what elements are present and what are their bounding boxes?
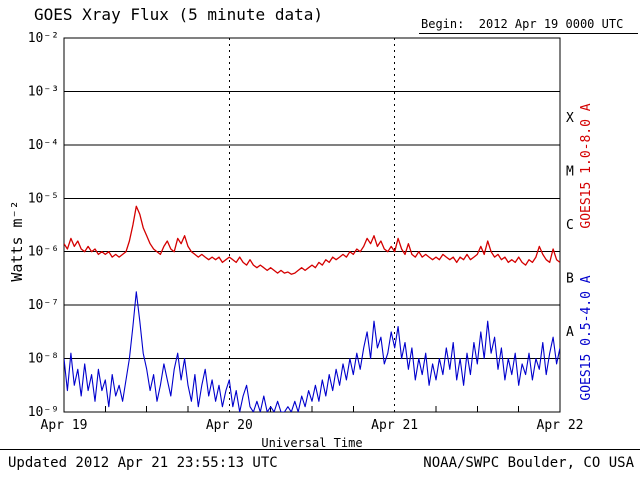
- updated-timestamp: Updated 2012 Apr 21 23:55:13 UTC: [8, 455, 278, 471]
- begin-timestamp: Begin: 2012 Apr 19 0000 UTC: [421, 17, 624, 31]
- plot-frame: [63, 37, 561, 413]
- series-label-short-wavelength: GOES15 0.5-4.0 A: [579, 275, 594, 401]
- flare-class-label: A: [566, 325, 574, 340]
- flare-class-label: B: [566, 271, 574, 286]
- x-axis-label: Universal Time: [261, 436, 363, 450]
- series-line-long-wavelength: [64, 205, 560, 275]
- x-tick-label: Apr 19: [41, 418, 88, 433]
- x-tick-label: Apr 21: [371, 418, 418, 433]
- series-label-long-wavelength: GOES15 1.0-8.0 A: [579, 103, 594, 229]
- y-tick-label: 10⁻⁸: [28, 352, 59, 367]
- y-tick-label: 10⁻⁹: [28, 405, 59, 420]
- x-tick-label: Apr 22: [537, 418, 584, 433]
- y-tick-label: 10⁻²: [28, 31, 59, 46]
- source-attribution: NOAA/SWPC Boulder, CO USA: [423, 455, 634, 471]
- y-tick-label: 10⁻⁵: [28, 191, 59, 206]
- page-title: GOES Xray Flux (5 minute data): [34, 5, 323, 24]
- y-axis-label: Watts m⁻²: [8, 200, 26, 282]
- footer-rule-divider: [0, 449, 640, 450]
- flare-class-label: M: [566, 165, 574, 180]
- series-line-short-wavelength: [64, 291, 560, 412]
- x-tick-label: Apr 20: [206, 418, 253, 433]
- begin-rule-divider: [419, 33, 638, 34]
- y-tick-label: 10⁻⁷: [28, 298, 59, 313]
- y-tick-label: 10⁻⁴: [28, 138, 59, 153]
- y-tick-label: 10⁻³: [28, 84, 59, 99]
- flare-class-label: X: [566, 111, 574, 126]
- y-tick-label: 10⁻⁶: [28, 245, 59, 260]
- flare-class-label: C: [566, 218, 574, 233]
